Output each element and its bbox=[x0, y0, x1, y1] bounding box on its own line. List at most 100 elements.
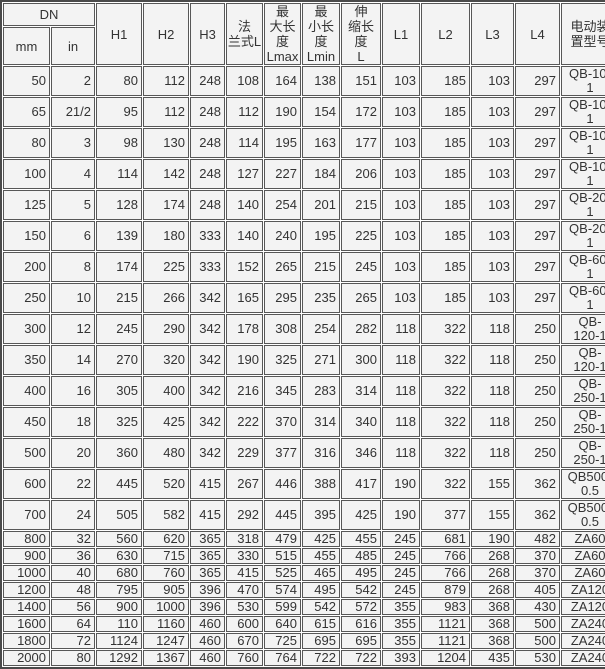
cell-l3: 118 bbox=[471, 438, 514, 468]
cell-model: QB-10- 1 bbox=[561, 128, 605, 158]
header-in: in bbox=[51, 27, 95, 65]
cell-h3: 248 bbox=[190, 128, 225, 158]
cell-l1: 190 bbox=[382, 500, 420, 530]
cell-lmin: 215 bbox=[302, 252, 340, 282]
cell-model: ZA240 bbox=[561, 616, 605, 632]
cell-lmin: 316 bbox=[302, 438, 340, 468]
header-lmin: 最 小长度 Lmin bbox=[302, 3, 340, 65]
cell-l4: 250 bbox=[515, 345, 560, 375]
cell-h2: 112 bbox=[143, 97, 189, 127]
table-row: 1200 48 795 905 396 470 574 495 542 245 879 268 405 Z… bbox=[3, 582, 605, 598]
cell-in: 16 bbox=[51, 376, 95, 406]
cell-lmin: 695 bbox=[302, 633, 340, 649]
cell-telescopic-l: 425 bbox=[341, 500, 381, 530]
cell-flange-l: 600 bbox=[226, 616, 263, 632]
cell-l4: 297 bbox=[515, 128, 560, 158]
cell-h3: 248 bbox=[190, 97, 225, 127]
cell-l1: 103 bbox=[382, 66, 420, 96]
cell-telescopic-l: 300 bbox=[341, 345, 381, 375]
cell-in: 36 bbox=[51, 548, 95, 564]
cell-l2: 322 bbox=[421, 345, 470, 375]
cell-h1: 139 bbox=[96, 221, 142, 251]
cell-h3: 333 bbox=[190, 221, 225, 251]
cell-h1: 215 bbox=[96, 283, 142, 313]
cell-l1: 118 bbox=[382, 345, 420, 375]
cell-l1: 355 bbox=[382, 616, 420, 632]
cell-model: ZA60 bbox=[561, 548, 605, 564]
cell-l1: 103 bbox=[382, 97, 420, 127]
cell-h1: 560 bbox=[96, 531, 142, 547]
cell-flange-l: 318 bbox=[226, 531, 263, 547]
cell-lmax: 195 bbox=[264, 128, 301, 158]
cell-lmax: 446 bbox=[264, 469, 301, 499]
cell-mm: 500 bbox=[3, 438, 50, 468]
cell-lmin: 395 bbox=[302, 500, 340, 530]
cell-mm: 700 bbox=[3, 500, 50, 530]
header-l4: L4 bbox=[515, 3, 560, 65]
cell-mm: 50 bbox=[3, 66, 50, 96]
cell-l3: 118 bbox=[471, 407, 514, 437]
cell-lmax: 308 bbox=[264, 314, 301, 344]
cell-lmax: 445 bbox=[264, 500, 301, 530]
cell-l2: 185 bbox=[421, 252, 470, 282]
table-row: 1600 64 110 1160 460 600 640 615 616 355 1121 368 50… bbox=[3, 616, 605, 632]
table-row: 100 4 114 142 248 127 227 184 206 103 185 103 297 QB-… bbox=[3, 159, 605, 189]
cell-l1: 118 bbox=[382, 314, 420, 344]
cell-in: 20 bbox=[51, 438, 95, 468]
cell-l1: 103 bbox=[382, 252, 420, 282]
cell-l4: 297 bbox=[515, 283, 560, 313]
cell-lmin: 615 bbox=[302, 616, 340, 632]
table-row: 150 6 139 180 333 140 240 195 225 103 185 103 297 QB-… bbox=[3, 221, 605, 251]
cell-l4: 250 bbox=[515, 376, 560, 406]
cell-mm: 900 bbox=[3, 548, 50, 564]
cell-lmin: 271 bbox=[302, 345, 340, 375]
cell-model: ZA240 bbox=[561, 633, 605, 649]
cell-h3: 460 bbox=[190, 616, 225, 632]
cell-h2: 142 bbox=[143, 159, 189, 189]
table-row: 200 8 174 225 333 152 265 215 245 103 185 103 297 QB-… bbox=[3, 252, 605, 282]
cell-mm: 350 bbox=[3, 345, 50, 375]
cell-in: 14 bbox=[51, 345, 95, 375]
cell-l3: 103 bbox=[471, 66, 514, 96]
cell-l4: 530 bbox=[515, 650, 560, 666]
cell-l1: 118 bbox=[382, 438, 420, 468]
header-h3: H3 bbox=[190, 3, 225, 65]
table-row: 2000 80 1292 1367 460 760 764 722 722 393 1204 435 5… bbox=[3, 650, 605, 666]
cell-l4: 297 bbox=[515, 221, 560, 251]
cell-h3: 333 bbox=[190, 252, 225, 282]
cell-h3: 365 bbox=[190, 531, 225, 547]
cell-in: 22 bbox=[51, 469, 95, 499]
cell-l2: 322 bbox=[421, 469, 470, 499]
cell-h3: 342 bbox=[190, 283, 225, 313]
table-header: DN H1 H2 H3 法 兰式L 最 大长度 Lmax 最 小长度 Lmin … bbox=[3, 3, 605, 65]
cell-lmax: 640 bbox=[264, 616, 301, 632]
cell-h1: 360 bbox=[96, 438, 142, 468]
cell-in: 24 bbox=[51, 500, 95, 530]
cell-in: 2 bbox=[51, 66, 95, 96]
cell-lmin: 314 bbox=[302, 407, 340, 437]
cell-mm: 450 bbox=[3, 407, 50, 437]
cell-lmin: 542 bbox=[302, 599, 340, 615]
cell-l2: 322 bbox=[421, 314, 470, 344]
cell-h2: 905 bbox=[143, 582, 189, 598]
cell-telescopic-l: 282 bbox=[341, 314, 381, 344]
cell-l4: 250 bbox=[515, 407, 560, 437]
cell-mm: 250 bbox=[3, 283, 50, 313]
cell-flange-l: 140 bbox=[226, 190, 263, 220]
cell-h2: 425 bbox=[143, 407, 189, 437]
cell-l4: 405 bbox=[515, 582, 560, 598]
table-row: 1000 40 680 760 365 415 525 465 495 245 766 268 370 Z… bbox=[3, 565, 605, 581]
cell-mm: 80 bbox=[3, 128, 50, 158]
cell-flange-l: 292 bbox=[226, 500, 263, 530]
cell-lmax: 254 bbox=[264, 190, 301, 220]
cell-h2: 290 bbox=[143, 314, 189, 344]
cell-flange-l: 127 bbox=[226, 159, 263, 189]
cell-mm: 1600 bbox=[3, 616, 50, 632]
cell-l3: 155 bbox=[471, 469, 514, 499]
cell-telescopic-l: 722 bbox=[341, 650, 381, 666]
cell-l2: 681 bbox=[421, 531, 470, 547]
cell-mm: 400 bbox=[3, 376, 50, 406]
cell-in: 12 bbox=[51, 314, 95, 344]
cell-l4: 362 bbox=[515, 469, 560, 499]
